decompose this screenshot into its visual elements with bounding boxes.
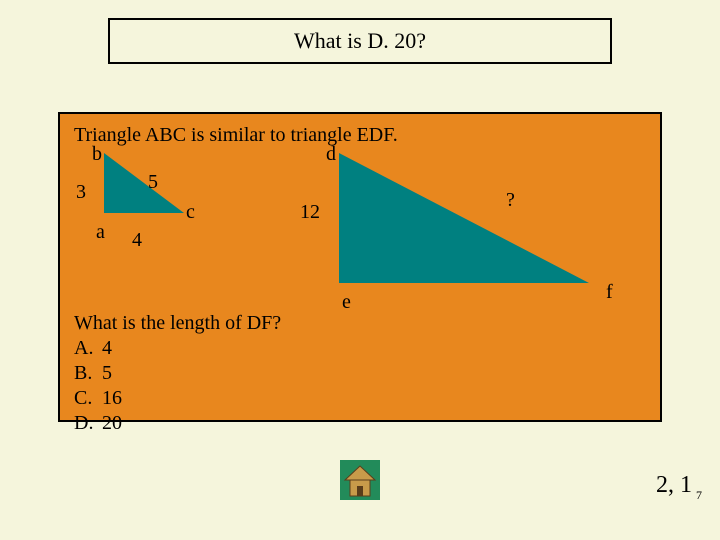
triangle-edf (339, 153, 599, 293)
triangle-abc-shape (104, 153, 184, 213)
triangle-edf-shape (339, 153, 589, 283)
vertex-f: f (606, 281, 613, 304)
option-c: C.16 (74, 386, 646, 411)
title-box: What is D. 20? (108, 18, 612, 64)
footer-number: 2, 1 (656, 472, 692, 499)
question-text: What is the length of DF? (74, 311, 646, 336)
side-df: ? (506, 189, 515, 212)
home-icon (340, 460, 380, 500)
triangles-area: b 3 a 5 c 4 d 12 e ? f (74, 151, 646, 301)
content-box: Triangle ABC is similar to triangle EDF.… (58, 112, 662, 422)
option-d: D.20 (74, 411, 646, 436)
vertex-e: e (342, 291, 351, 314)
title-text: What is D. 20? (294, 28, 426, 54)
vertex-c: c (186, 201, 195, 224)
prompt-text: Triangle ABC is similar to triangle EDF. (74, 124, 646, 147)
option-a: A.4 (74, 336, 646, 361)
option-b: B.5 (74, 361, 646, 386)
vertex-d: d (326, 143, 336, 166)
side-ab: 3 (76, 181, 86, 204)
side-de: 12 (300, 201, 320, 224)
side-ac: 4 (132, 229, 142, 252)
side-bc: 5 (148, 171, 158, 194)
footer-subscript: 7 (696, 488, 702, 503)
vertex-b: b (92, 143, 102, 166)
home-button[interactable] (340, 460, 380, 500)
question-area: What is the length of DF? A.4 B.5 C.16 D… (74, 311, 646, 436)
vertex-a: a (96, 221, 105, 244)
